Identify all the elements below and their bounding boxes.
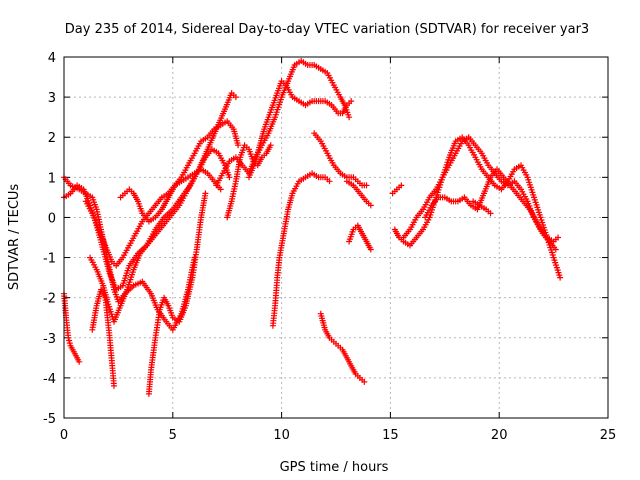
y-tick-label: 0 — [48, 211, 56, 226]
data-point — [363, 182, 370, 189]
data-point — [76, 358, 83, 365]
y-tick-label: 3 — [48, 91, 56, 106]
y-tick-label: -2 — [43, 292, 56, 307]
data-point — [235, 142, 242, 149]
data-point — [267, 142, 274, 149]
series-arc-08 — [61, 290, 83, 365]
axis-ticks: 0 5 10 15 20 25 -5 -4 -3 -2 -1 0 1 2 3 4 — [43, 51, 616, 443]
series-arc-01 — [61, 174, 198, 333]
data-point — [326, 178, 333, 185]
y-tick-label: -5 — [43, 412, 56, 427]
y-tick-label: 1 — [48, 171, 56, 186]
series-arc-15 — [346, 222, 374, 253]
series-arc-06 — [145, 190, 209, 397]
series-arc-09 — [213, 58, 353, 189]
data-points — [61, 58, 564, 397]
x-tick-label: 0 — [60, 428, 68, 443]
series-arc-10 — [246, 78, 355, 181]
y-tick-label: -1 — [43, 252, 56, 267]
data-point — [226, 174, 233, 181]
data-point — [348, 98, 355, 105]
y-axis-title: SDTVAR / TECUs — [7, 184, 22, 291]
data-point — [557, 274, 564, 281]
data-point — [202, 190, 209, 197]
x-axis-title: GPS time / hours — [280, 460, 389, 475]
series-arc-21 — [470, 198, 494, 217]
x-tick-label: 25 — [600, 428, 617, 443]
series-arc-16 — [224, 142, 274, 221]
data-point — [232, 94, 239, 101]
y-tick-label: 2 — [48, 131, 56, 146]
series-arc-19 — [389, 182, 405, 197]
data-point — [111, 382, 117, 389]
series-arc-14 — [343, 178, 374, 209]
plot-frame — [63, 56, 609, 419]
y-tick-label: -3 — [43, 332, 56, 347]
series-arc-13 — [311, 130, 370, 189]
chart-title: Day 235 of 2014, Sidereal Day-to-day VTE… — [65, 22, 589, 37]
data-point — [552, 246, 559, 253]
data-point — [487, 210, 494, 217]
series-arc-05 — [89, 286, 117, 389]
x-tick-label: 10 — [273, 428, 290, 443]
data-point — [555, 234, 561, 241]
series-arc-12 — [317, 310, 368, 385]
data-point — [66, 340, 73, 347]
y-tick-label: -4 — [43, 372, 56, 387]
data-point — [65, 334, 72, 341]
x-tick-label: 20 — [491, 428, 508, 443]
data-point — [346, 114, 353, 121]
data-point — [367, 202, 374, 209]
data-point — [217, 186, 224, 193]
data-point — [367, 246, 374, 253]
series-arc-11 — [269, 170, 333, 329]
y-tick-label: 4 — [48, 51, 56, 66]
series-arc-03 — [82, 118, 242, 269]
series-arc-07 — [117, 166, 224, 225]
x-tick-label: 5 — [169, 428, 177, 443]
x-tick-label: 15 — [382, 428, 399, 443]
data-point — [361, 378, 368, 385]
data-point — [398, 182, 405, 189]
series-arc-02 — [61, 90, 239, 293]
